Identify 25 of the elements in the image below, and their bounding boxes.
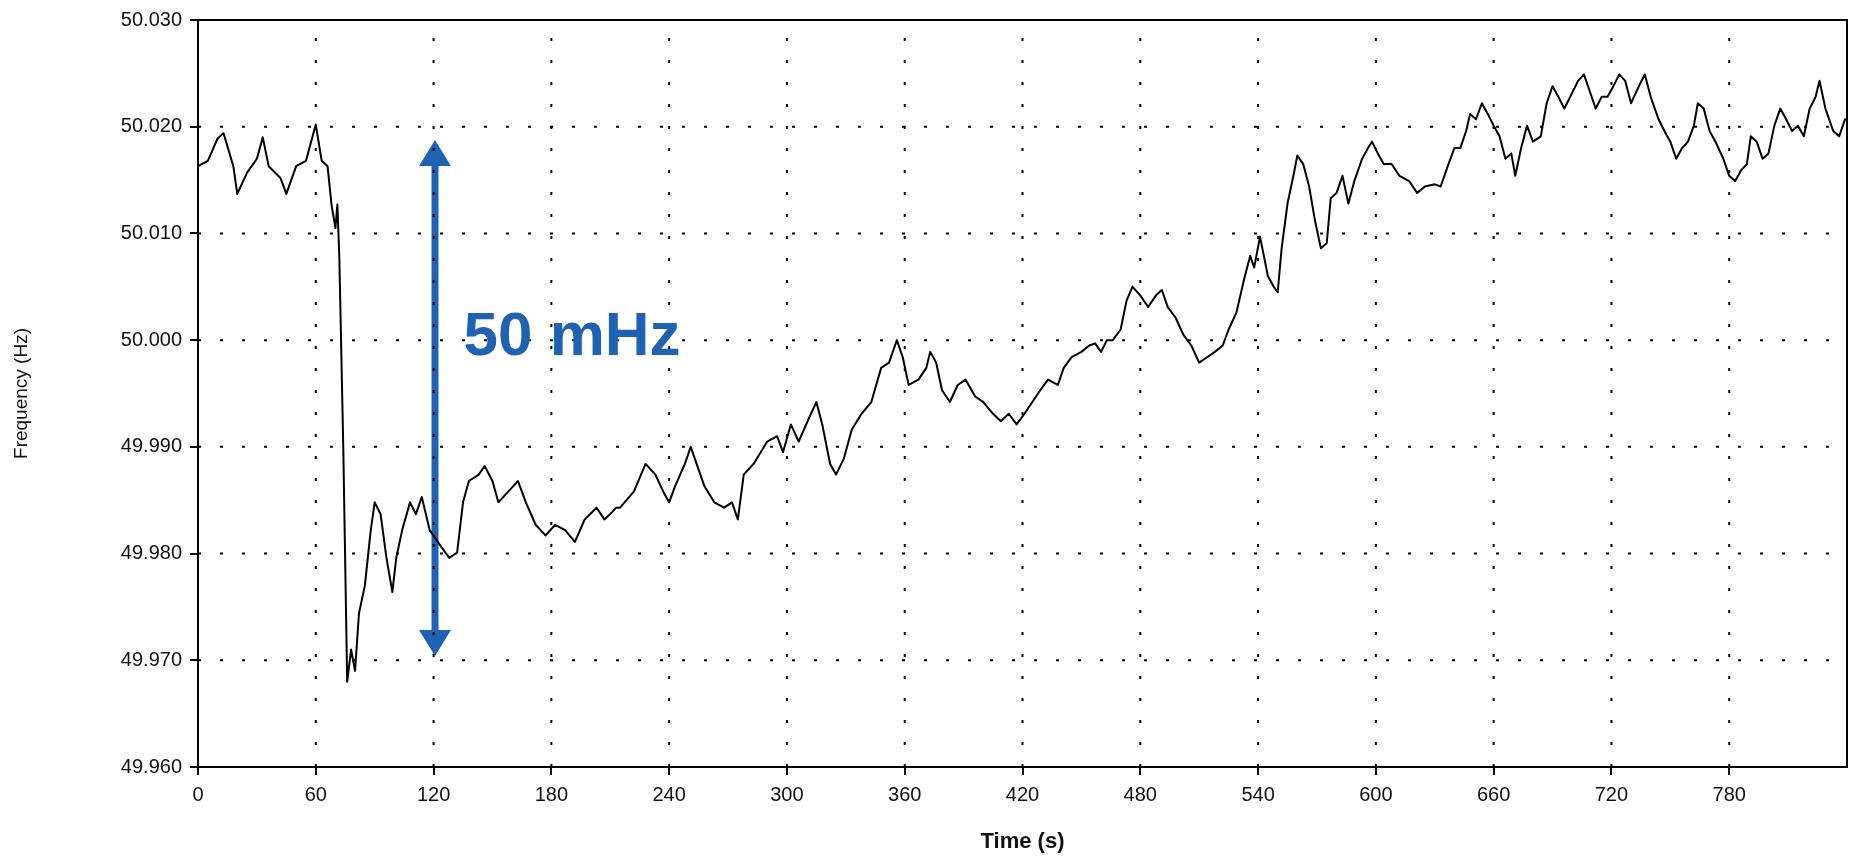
x-axis-title: Time (s) (980, 827, 1065, 853)
x-tick-label: 720 (1594, 782, 1629, 805)
y-tick-label: 49.990 (120, 434, 182, 457)
x-tick-label: 180 (534, 782, 569, 805)
annotation: 50 mHz (463, 299, 681, 369)
x-tick-label: 60 (304, 782, 327, 805)
y-tick-label: 49.960 (120, 754, 182, 777)
x-tick-label: 540 (1241, 782, 1275, 805)
x-tick-label: 600 (1359, 782, 1393, 805)
x-tick-label: 420 (1005, 782, 1040, 805)
y-tick-label: 49.970 (120, 647, 182, 670)
y-axis-title: Frequency (Hz) (9, 328, 31, 459)
x-tick-label: 660 (1476, 782, 1511, 805)
x-tick-label: 300 (770, 782, 804, 805)
y-tick-label: 50.020 (120, 114, 182, 137)
x-tick-label: 780 (1712, 782, 1746, 805)
y-tick-label: 50.030 (120, 7, 182, 30)
y-tick-label: 50.000 (120, 327, 182, 350)
x-tick-label: 480 (1123, 782, 1157, 805)
x-tick-label: 360 (888, 782, 922, 805)
x-tick-label: 120 (416, 782, 451, 805)
x-tick-label: 240 (652, 782, 686, 805)
y-tick-label: 50.010 (120, 220, 182, 243)
y-tick-label: 49.980 (120, 541, 182, 564)
x-tick-label: 0 (192, 782, 204, 805)
